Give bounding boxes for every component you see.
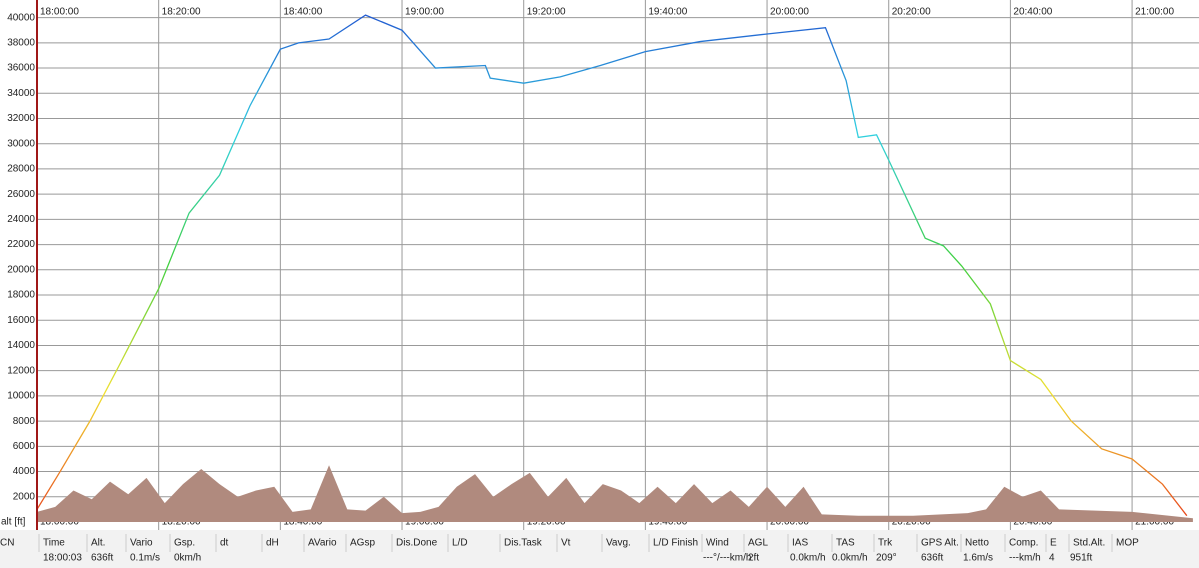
y-tick-label: 4000 xyxy=(13,466,36,477)
status-header: Gsp. xyxy=(174,538,195,549)
status-value: 951ft xyxy=(1070,553,1092,564)
status-value: 2ft xyxy=(748,553,759,564)
y-axis-label: alt [ft] xyxy=(1,517,26,528)
status-header: Vavg. xyxy=(606,538,631,549)
status-value: 0.1m/s xyxy=(130,553,160,564)
y-tick-label: 34000 xyxy=(7,88,35,99)
x-tick-label: 18:40:00 xyxy=(283,517,322,528)
x-tick-label: 18:20:00 xyxy=(162,7,201,18)
status-header: L/D xyxy=(452,538,468,549)
status-value: 4 xyxy=(1049,553,1055,564)
y-tick-label: 28000 xyxy=(7,164,35,175)
status-header: L/D Finish xyxy=(653,538,698,549)
x-tick-label: 20:20:00 xyxy=(892,517,931,528)
y-tick-label: 20000 xyxy=(7,264,35,275)
y-tick-label: 24000 xyxy=(7,214,35,225)
y-tick-label: 12000 xyxy=(7,365,35,376)
y-tick-label: 36000 xyxy=(7,63,35,74)
status-value: 1.6m/s xyxy=(963,553,993,564)
status-header: IAS xyxy=(792,538,808,549)
ground-area xyxy=(37,465,1193,522)
status-value: 209° xyxy=(876,553,897,564)
status-header: Time xyxy=(43,538,65,549)
y-tick-label: 26000 xyxy=(7,189,35,200)
x-tick-label: 20:40:00 xyxy=(1013,7,1052,18)
y-tick-label: 16000 xyxy=(7,315,35,326)
x-tick-label: 18:40:00 xyxy=(283,7,322,18)
status-header: dH xyxy=(266,538,279,549)
status-header: Vario xyxy=(130,538,153,549)
y-tick-label: 32000 xyxy=(7,113,35,124)
status-header: E xyxy=(1050,538,1057,549)
status-value: 636ft xyxy=(91,553,113,564)
y-tick-label: 8000 xyxy=(13,416,36,427)
status-value: 18:00:03 xyxy=(43,553,82,564)
status-value: 0.0km/h xyxy=(790,553,826,564)
status-header: Dis.Task xyxy=(504,538,543,549)
x-tick-label: 18:20:00 xyxy=(162,517,201,528)
plot: 2000 4000 6000 8000 10000 12000 14000 16000 1800… xyxy=(7,0,1199,530)
x-tick-label: 21:00:00 xyxy=(1135,517,1174,528)
status-header: CN xyxy=(0,538,14,549)
status-header: Trk xyxy=(878,538,893,549)
x-tick-label: 19:00:00 xyxy=(405,517,444,528)
status-value: 0km/h xyxy=(174,553,201,564)
status-header: Alt. xyxy=(91,538,105,549)
status-header: Wind xyxy=(706,538,729,549)
altitude-line xyxy=(36,14,1188,517)
status-header: AVario xyxy=(308,538,337,549)
status-header: Dis.Done xyxy=(396,538,438,549)
status-bar xyxy=(0,530,1199,568)
x-tick-label: 19:40:00 xyxy=(648,517,687,528)
status-header: dt xyxy=(220,538,229,549)
x-tick-label: 20:00:00 xyxy=(770,7,809,18)
x-tick-label: 19:20:00 xyxy=(527,7,566,18)
x-tick-label: 18:00:00 xyxy=(40,517,79,528)
status-header: GPS Alt. xyxy=(921,538,959,549)
status-header: Comp. xyxy=(1009,538,1038,549)
y-tick-label: 10000 xyxy=(7,391,35,402)
x-tick-label: 18:00:00 xyxy=(40,7,79,18)
x-tick-label: 19:40:00 xyxy=(648,7,687,18)
status-value: 636ft xyxy=(921,553,943,564)
y-tick-label: 6000 xyxy=(13,441,36,452)
x-tick-label: 21:00:00 xyxy=(1135,7,1174,18)
plot-background xyxy=(0,0,1199,530)
x-tick-label: 19:20:00 xyxy=(527,517,566,528)
x-tick-label: 20:20:00 xyxy=(892,7,931,18)
status-header: AGsp xyxy=(350,538,375,549)
status-value: ---km/h xyxy=(1009,553,1041,564)
status-header: AGL xyxy=(748,538,768,549)
y-tick-label: 40000 xyxy=(7,12,35,23)
y-tick-label: 38000 xyxy=(7,37,35,48)
status-header: Netto xyxy=(965,538,989,549)
status-value: 0.0km/h xyxy=(832,553,868,564)
y-tick-label: 22000 xyxy=(7,239,35,250)
status-value: ---°/---km/h xyxy=(703,553,751,564)
status-header: Vt xyxy=(561,538,571,549)
y-tick-label: 30000 xyxy=(7,138,35,149)
x-tick-label: 20:40:00 xyxy=(1013,517,1052,528)
y-tick-label: 14000 xyxy=(7,340,35,351)
x-tick-label: 20:00:00 xyxy=(770,517,809,528)
x-tick-label: 19:00:00 xyxy=(405,7,444,18)
status-header: TAS xyxy=(836,538,855,549)
status-table: CN Time 18:00:03 Alt. 636ft Vario 0.1m/s Gsp. 0k… xyxy=(0,534,1139,564)
status-header: MOP xyxy=(1116,538,1139,549)
y-tick-label: 2000 xyxy=(13,491,36,502)
y-tick-label: 18000 xyxy=(7,290,35,301)
status-header: Std.Alt. xyxy=(1073,538,1105,549)
